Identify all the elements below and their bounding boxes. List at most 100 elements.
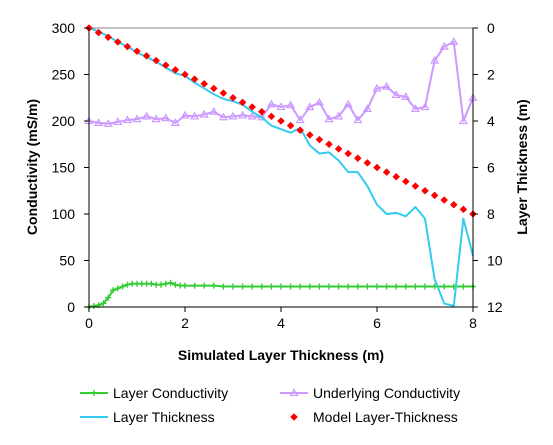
model-layer-thickness-point <box>286 121 295 130</box>
legend-label: Layer Conductivity <box>113 385 228 401</box>
layer-conductivity-point <box>114 285 121 292</box>
layer-conductivity-point <box>158 281 164 288</box>
y-right-tick-label: 0 <box>487 20 495 36</box>
model-layer-thickness-point <box>142 52 151 60</box>
layer-conductivity-point <box>345 283 352 290</box>
layer-conductivity-point <box>230 283 236 290</box>
underlying-conductivity-point <box>218 112 228 121</box>
legend-item-model-layer-thickness: Model Layer-Thickness <box>290 409 458 425</box>
layer-conductivity-point <box>383 283 390 290</box>
legend-swatch-marker <box>91 390 97 396</box>
legend-item-layer-thickness: Layer Thickness <box>80 409 215 425</box>
legend-label: Layer Thickness <box>113 409 215 425</box>
model-layer-thickness-point <box>200 79 209 88</box>
model-layer-thickness-point <box>209 84 218 93</box>
model-layer-thickness-point <box>229 93 237 102</box>
model-layer-thickness-point <box>161 61 170 70</box>
layer-conductivity-point <box>335 283 342 290</box>
model-layer-thickness-point <box>344 149 353 158</box>
y-right-tick-label: 12 <box>487 299 503 315</box>
model-layer-thickness-point <box>430 191 439 200</box>
model-layer-thickness-point <box>277 117 285 125</box>
underlying-conductivity-point <box>343 99 353 108</box>
underlying-conductivity-point <box>305 102 315 111</box>
y-right-tick-label: 6 <box>487 160 495 176</box>
model-layer-thickness-point <box>325 140 333 149</box>
layer-conductivity-point <box>201 282 208 289</box>
x-axis-title: Simulated Layer Thickness (m) <box>178 347 384 363</box>
x-tick-label: 2 <box>181 315 189 331</box>
underlying-conductivity-point <box>238 110 248 119</box>
layer-conductivity-point <box>167 279 174 286</box>
legend-item-underlying-conductivity: Underlying Conductivity <box>280 385 460 401</box>
model-layer-thickness-point <box>411 182 420 190</box>
underlying-conductivity-point <box>113 117 123 126</box>
model-layer-thickness-point <box>133 47 141 56</box>
model-layer-thickness-point <box>315 135 324 144</box>
legend-label: Model Layer-Thickness <box>313 409 458 425</box>
plot-area <box>88 27 474 308</box>
x-tick-label: 8 <box>469 315 477 331</box>
underlying-conductivity-point <box>458 116 468 125</box>
y-left-tick-label: 150 <box>52 160 76 176</box>
layer-conductivity-point <box>105 294 112 301</box>
underlying-conductivity-point <box>266 99 276 108</box>
layer-conductivity-point <box>441 283 448 290</box>
layer-conductivity-point <box>239 283 246 290</box>
model-layer-thickness-point <box>123 42 132 51</box>
layer-conductivity-point <box>100 300 107 307</box>
y-left-tick-label: 100 <box>52 206 76 222</box>
underlying-conductivity-point <box>276 102 286 111</box>
layer-conductivity-point <box>162 280 169 287</box>
series-model-layer-thickness <box>85 24 477 218</box>
y-left-tick-label: 200 <box>52 113 76 129</box>
layer-conductivity-point <box>258 283 265 290</box>
layer-conductivity-point <box>326 283 332 290</box>
model-layer-thickness-point <box>238 98 247 107</box>
model-layer-thickness-point <box>392 172 401 181</box>
layer-conductivity-point <box>119 283 126 290</box>
y-right-tick-label: 2 <box>487 67 495 83</box>
model-layer-thickness-point <box>267 112 276 121</box>
series-layer-conductivity <box>86 279 476 310</box>
model-layer-thickness-point <box>104 33 113 42</box>
underlying-conductivity-point <box>334 111 344 120</box>
model-layer-thickness-point <box>363 158 372 167</box>
y-right-tick-label: 10 <box>487 253 503 269</box>
underlying-conductivity-point <box>199 109 209 118</box>
model-layer-thickness-point <box>94 28 103 37</box>
y-left-tick-label: 0 <box>67 299 75 315</box>
underlying-conductivity-point <box>142 111 152 120</box>
underlying-conductivity-point <box>247 111 257 120</box>
layer-conductivity-point <box>306 283 313 290</box>
y-right-tick-label: 8 <box>487 206 495 222</box>
underlying-conductivity-point <box>420 102 430 111</box>
underlying-conductivity-point <box>382 81 392 90</box>
axis-layer: 0 2 4 6 8 0 50 100 150 200 250 300 0 2 4 6 8 10 12 <box>52 20 503 331</box>
underlying-conductivity-point <box>151 114 161 123</box>
underlying-conductivity-point <box>353 115 363 124</box>
layer-conductivity-point <box>287 283 294 290</box>
model-layer-thickness-point <box>152 56 161 65</box>
legend-swatch-marker <box>290 413 298 421</box>
underlying-conductivity-point <box>410 104 420 113</box>
model-layer-thickness-point <box>401 177 410 186</box>
y-right-axis-title: Layer Thickness (m) <box>514 99 530 234</box>
layer-conductivity-point <box>148 280 155 287</box>
legend-item-layer-conductivity: Layer Conductivity <box>80 385 228 401</box>
layer-conductivity-point <box>374 283 380 290</box>
underlying-conductivity-point <box>103 119 113 127</box>
y-left-tick-label: 300 <box>52 20 76 36</box>
underlying-conductivity-point <box>132 114 142 123</box>
underlying-conductivity-point <box>430 55 440 64</box>
model-layer-thickness-point <box>353 154 362 163</box>
layer-conductivity-point <box>268 283 275 290</box>
layer-conductivity-point <box>110 287 116 294</box>
model-layer-thickness-point <box>373 163 381 172</box>
model-layer-thickness-point <box>296 126 305 135</box>
underlying-conductivity-line <box>88 40 474 125</box>
underlying-conductivity-point <box>228 111 238 120</box>
underlying-conductivity-point <box>122 115 132 124</box>
model-layer-thickness-point <box>421 186 429 195</box>
